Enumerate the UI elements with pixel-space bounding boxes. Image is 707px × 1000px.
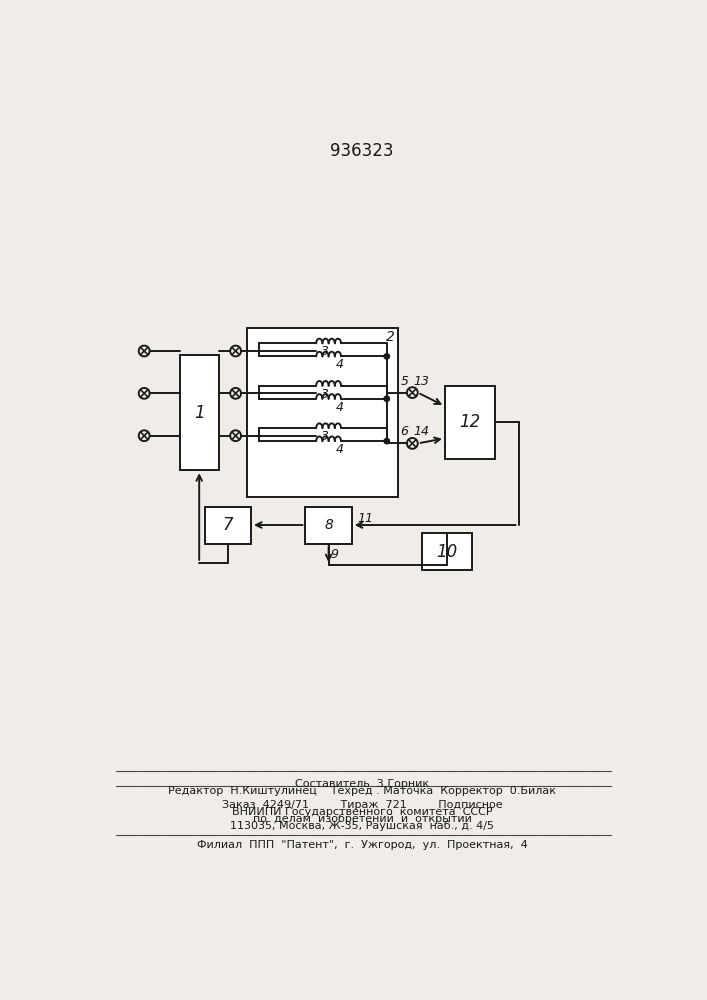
Text: 3: 3 — [321, 345, 329, 358]
Bar — [180, 355, 218, 470]
Circle shape — [384, 396, 390, 401]
Bar — [445, 386, 495, 459]
Text: 113035, Москва, Ж-35, Раушская  наб., д. 4/5: 113035, Москва, Ж-35, Раушская наб., д. … — [230, 821, 494, 831]
Bar — [247, 328, 398, 497]
Text: 2: 2 — [386, 330, 395, 344]
Text: 1: 1 — [194, 404, 204, 422]
Text: ВНИИПИ Государственного  комитета  СССР: ВНИИПИ Государственного комитета СССР — [232, 807, 493, 817]
Text: 5: 5 — [401, 375, 409, 388]
Circle shape — [384, 438, 390, 444]
Text: 13: 13 — [414, 375, 430, 388]
Text: 14: 14 — [414, 425, 430, 438]
Circle shape — [384, 354, 390, 359]
Bar — [204, 507, 251, 544]
Bar — [421, 533, 472, 570]
Text: 7: 7 — [223, 516, 233, 534]
Text: 4: 4 — [337, 358, 344, 371]
Text: по  делам  изобретений  и  открытий: по делам изобретений и открытий — [253, 814, 472, 824]
Text: 4: 4 — [337, 443, 344, 456]
Text: 12: 12 — [460, 413, 481, 431]
Text: 3: 3 — [321, 430, 329, 443]
Text: 8: 8 — [325, 518, 333, 532]
Text: 6: 6 — [401, 425, 409, 438]
Text: 3: 3 — [321, 388, 329, 401]
Text: 11: 11 — [358, 512, 374, 525]
Text: Составитель  3.Горник: Составитель 3.Горник — [296, 779, 429, 789]
Text: Заказ  4249/71         Тираж  721         Подписное: Заказ 4249/71 Тираж 721 Подписное — [222, 800, 503, 810]
Text: Редактор  Н.Киштулинец    Техред . Маточка  Корректор  0.Билак: Редактор Н.Киштулинец Техред . Маточка К… — [168, 786, 556, 796]
Text: 4: 4 — [337, 401, 344, 414]
Text: 936323: 936323 — [330, 142, 394, 160]
Text: 10: 10 — [436, 543, 457, 561]
Text: Филиал  ППП  "Патент",  г.  Ужгород,  ул.  Проектная,  4: Филиал ППП "Патент", г. Ужгород, ул. Про… — [197, 840, 527, 850]
Text: 9: 9 — [331, 548, 339, 561]
Bar — [305, 507, 352, 544]
